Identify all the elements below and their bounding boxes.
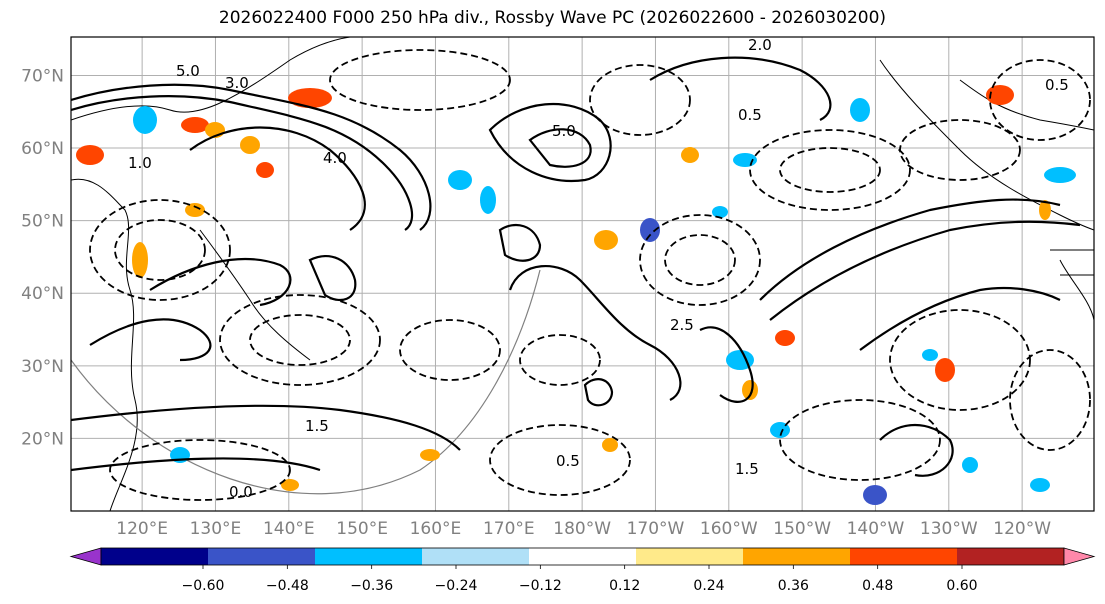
lon-tick-label: 160°E (410, 519, 462, 539)
longitude-tick-labels: 120°E 130°E 140°E 150°E 160°E 170°E 180°W 170°W… (116, 519, 1051, 539)
colorbar-bin (315, 548, 423, 565)
contour-label: 0.0 (229, 483, 253, 501)
solid-contours (71, 56, 1081, 477)
contour-label: 1.5 (305, 417, 329, 435)
reference-arc (71, 269, 541, 495)
latitude-tick-labels: 70°N 60°N 50°N 40°N 30°N 20°N (21, 66, 64, 449)
contour-label: 0.5 (738, 106, 762, 124)
lon-tick-label: 130°W (920, 519, 978, 539)
contour-label: 1.0 (128, 154, 152, 172)
lon-tick-label: 120°W (993, 519, 1051, 539)
colorbar-tick-label: −0.36 (350, 578, 393, 594)
contour-label: 2.5 (670, 316, 694, 334)
contour-label: 4.0 (323, 149, 347, 167)
lat-tick-label: 50°N (21, 212, 64, 232)
colorbar-extend-high (1063, 547, 1096, 566)
lat-tick-label: 40°N (21, 284, 64, 304)
colorbar-tick-label: 0.60 (946, 578, 977, 594)
colorbar-tick-label: 0.36 (778, 578, 809, 594)
contour-label: 5.0 (176, 62, 200, 80)
lat-tick-label: 20°N (21, 429, 64, 449)
lon-tick-label: 160°W (700, 519, 758, 539)
lat-tick-label: 70°N (21, 66, 64, 86)
colorbar-tick-label: 0.12 (609, 578, 640, 594)
colorbar (69, 547, 1096, 566)
map-title: 2026022400 F000 250 hPa div., Rossby Wav… (218, 8, 887, 28)
colorbar-labels: −0.60 −0.48 −0.36 −0.24 −0.12 0.12 0.24 0.36 0.4… (182, 565, 978, 594)
lon-tick-label: 170°W (627, 519, 685, 539)
contour-label: 0.5 (1045, 76, 1069, 94)
colorbar-bin (529, 548, 637, 565)
lon-tick-label: 180°W (553, 519, 611, 539)
coastlines (71, 37, 1094, 511)
colorbar-bin (743, 548, 851, 565)
lon-tick-label: 130°E (190, 519, 242, 539)
lon-tick-label: 140°W (847, 519, 905, 539)
colorbar-tick-label: −0.24 (435, 578, 478, 594)
lat-tick-label: 30°N (21, 357, 64, 377)
colorbar-tick-label: 0.48 (862, 578, 893, 594)
colorbar-bin (636, 548, 744, 565)
lon-tick-label: 120°E (116, 519, 168, 539)
colorbar-tick-label: 0.24 (693, 578, 724, 594)
lon-tick-label: 140°E (263, 519, 315, 539)
colorbar-bin (957, 548, 1065, 565)
dashed-contours (89, 49, 1091, 501)
lat-tick-label: 60°N (21, 139, 64, 159)
colorbar-bin (422, 548, 530, 565)
colorbar-tick-label: −0.48 (266, 578, 309, 594)
colorbar-tick-label: −0.12 (519, 578, 562, 594)
contour-labels: 5.0 3.0 2.0 0.5 1.5 1.0 0.5 2.5 0.0 4.0 … (128, 36, 1069, 501)
lon-tick-label: 150°W (773, 519, 831, 539)
contour-label: 0.5 (556, 452, 580, 470)
colorbar-bin (850, 548, 958, 565)
map-frame (70, 36, 1095, 512)
lon-tick-label: 150°E (336, 519, 388, 539)
contour-label: 1.5 (735, 460, 759, 478)
colorbar-bin (101, 548, 209, 565)
lon-tick-label: 170°E (483, 519, 535, 539)
contour-label: 3.0 (225, 74, 249, 92)
contour-label: 5.0 (552, 122, 576, 140)
colorbar-tick-label: −0.60 (182, 578, 225, 594)
colorbar-extend-low (69, 547, 102, 566)
contour-label: 2.0 (748, 36, 772, 54)
colorbar-bin (208, 548, 316, 565)
